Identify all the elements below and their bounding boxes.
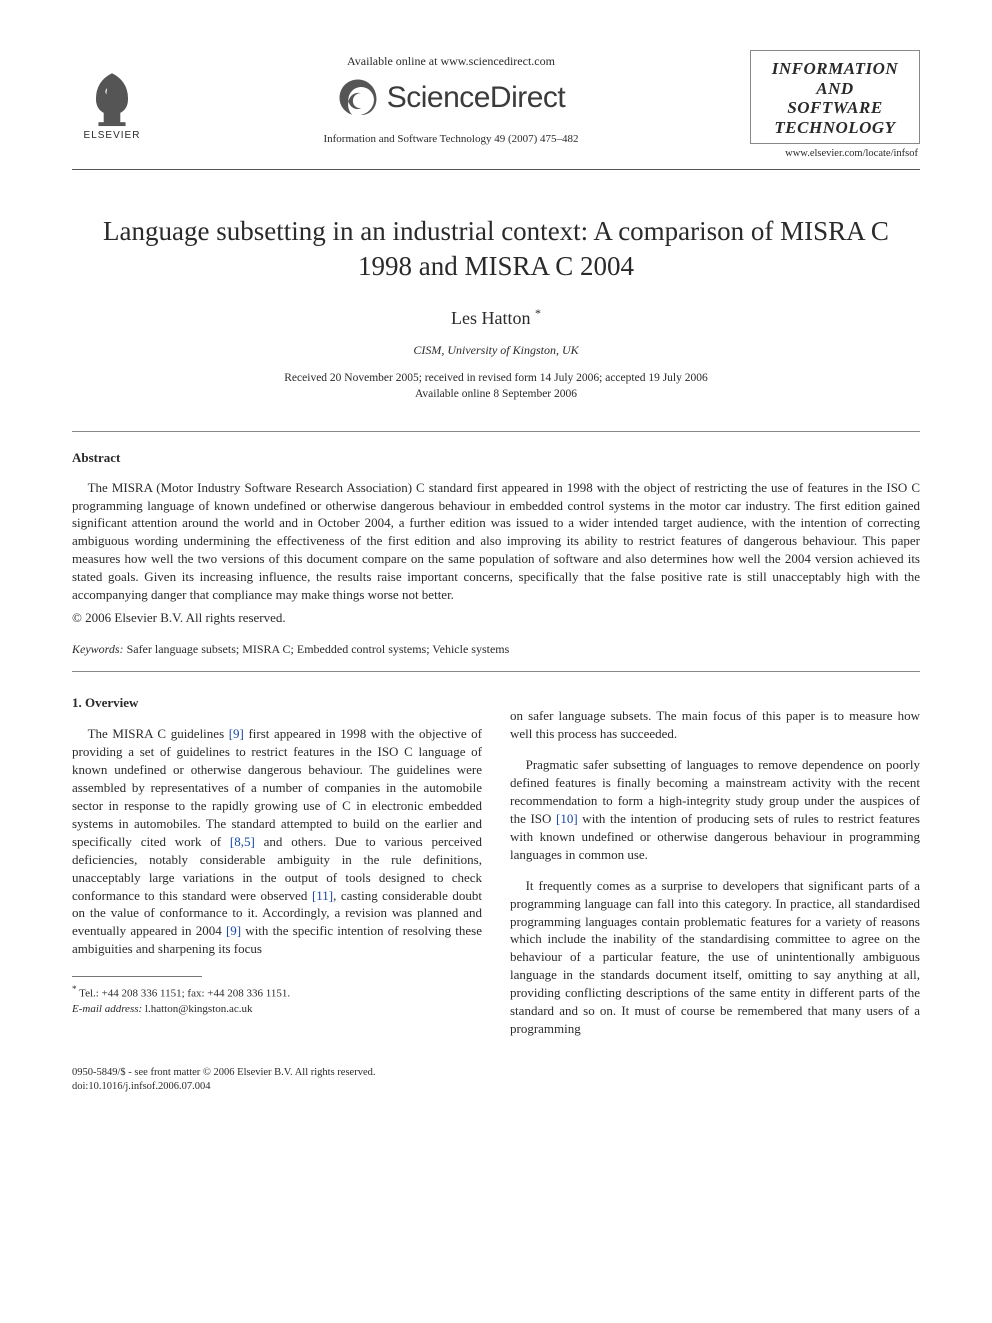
page: ELSEVIER Available online at www.science… bbox=[0, 0, 992, 1133]
ref-link-11[interactable]: [11] bbox=[312, 888, 333, 903]
page-footer: 0950-5849/$ - see front matter © 2006 El… bbox=[72, 1066, 920, 1093]
abstract-copyright: © 2006 Elsevier B.V. All rights reserved… bbox=[72, 610, 920, 626]
sciencedirect-text: ScienceDirect bbox=[387, 81, 566, 115]
p1a: The MISRA C guidelines bbox=[88, 726, 229, 741]
elsevier-logo-block: ELSEVIER bbox=[72, 70, 152, 141]
footnote-rule bbox=[72, 976, 202, 977]
section1-para2: Pragmatic safer subsetting of languages … bbox=[510, 756, 920, 864]
footnote-email-addr: l.hatton@kingston.ac.uk bbox=[142, 1003, 252, 1015]
ref-link-9b[interactable]: [9] bbox=[226, 923, 241, 938]
dates-line1: Received 20 November 2005; received in r… bbox=[72, 370, 920, 386]
footnote-email: E-mail address: l.hatton@kingston.ac.uk bbox=[72, 1002, 482, 1017]
footnote-tel-text: Tel.: +44 208 336 1151; fax: +44 208 336… bbox=[77, 988, 291, 1000]
keywords-line: Keywords: Safer language subsets; MISRA … bbox=[72, 642, 920, 657]
header-rule bbox=[72, 169, 920, 170]
footnote-email-label: E-mail address: bbox=[72, 1003, 142, 1015]
footer-left: 0950-5849/$ - see front matter © 2006 El… bbox=[72, 1066, 375, 1093]
sciencedirect-swirl-icon bbox=[337, 77, 379, 119]
journal-reference: Information and Software Technology 49 (… bbox=[152, 133, 750, 145]
journal-box-wrap: INFORMATION AND SOFTWARE TECHNOLOGY www.… bbox=[750, 50, 920, 159]
footnote-tel: * Tel.: +44 208 336 1151; fax: +44 208 3… bbox=[72, 983, 482, 1002]
ref-link-10[interactable]: [10] bbox=[556, 811, 578, 826]
body-columns: 1. Overview The MISRA C guidelines [9] f… bbox=[72, 694, 920, 1038]
affiliation: CISM, University of Kingston, UK bbox=[72, 343, 920, 358]
ref-link-9a[interactable]: [9] bbox=[229, 726, 244, 741]
ref-link-8-5[interactable]: [8,5] bbox=[230, 834, 255, 849]
section1-para1: The MISRA C guidelines [9] first appeare… bbox=[72, 725, 482, 958]
article-title: Language subsetting in an industrial con… bbox=[102, 214, 890, 284]
abstract-body: The MISRA (Motor Industry Software Resea… bbox=[72, 479, 920, 605]
journal-name-line1: INFORMATION bbox=[757, 59, 913, 79]
footer-copyright: 0950-5849/$ - see front matter © 2006 El… bbox=[72, 1066, 375, 1080]
elsevier-label: ELSEVIER bbox=[84, 130, 141, 141]
journal-name-line2: AND bbox=[757, 79, 913, 99]
journal-name-line4: TECHNOLOGY bbox=[757, 118, 913, 138]
left-column: 1. Overview The MISRA C guidelines [9] f… bbox=[72, 694, 482, 1038]
corresponding-footnote: * Tel.: +44 208 336 1151; fax: +44 208 3… bbox=[72, 983, 482, 1016]
journal-name-line3: SOFTWARE bbox=[757, 98, 913, 118]
right-column: on safer language subsets. The main focu… bbox=[510, 694, 920, 1038]
dates-line2: Available online 8 September 2006 bbox=[72, 386, 920, 402]
author-marker: * bbox=[535, 306, 541, 320]
post-keywords-rule bbox=[72, 671, 920, 672]
author-name: Les Hatton bbox=[451, 308, 530, 328]
author-line: Les Hatton * bbox=[72, 306, 920, 329]
journal-title-box: INFORMATION AND SOFTWARE TECHNOLOGY bbox=[750, 50, 920, 144]
section1-heading: 1. Overview bbox=[72, 694, 482, 712]
section1-para1-cont: on safer language subsets. The main focu… bbox=[510, 707, 920, 743]
section1-para3: It frequently comes as a surprise to dev… bbox=[510, 877, 920, 1038]
keywords-text: Safer language subsets; MISRA C; Embedde… bbox=[124, 642, 510, 656]
article-dates: Received 20 November 2005; received in r… bbox=[72, 370, 920, 402]
abstract-heading: Abstract bbox=[72, 450, 920, 466]
keywords-label: Keywords: bbox=[72, 642, 124, 656]
center-header: Available online at www.sciencedirect.co… bbox=[152, 50, 750, 145]
journal-url: www.elsevier.com/locate/infsof bbox=[750, 148, 920, 159]
header-row: ELSEVIER Available online at www.science… bbox=[72, 50, 920, 159]
p1b: first appeared in 1998 with the objectiv… bbox=[72, 726, 482, 849]
pre-abstract-rule bbox=[72, 431, 920, 432]
footer-doi: doi:10.1016/j.infsof.2006.07.004 bbox=[72, 1080, 375, 1094]
elsevier-tree-icon bbox=[83, 70, 141, 128]
sciencedirect-logo: ScienceDirect bbox=[152, 77, 750, 119]
available-online-text: Available online at www.sciencedirect.co… bbox=[152, 54, 750, 69]
